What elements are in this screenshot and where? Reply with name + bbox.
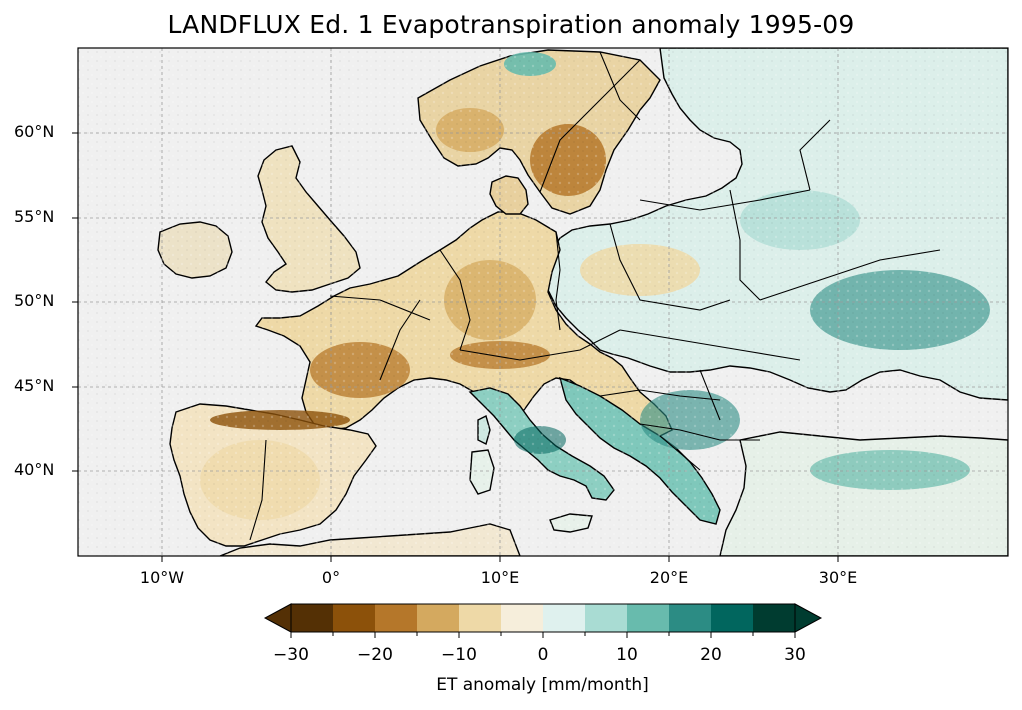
colorbar-tick-label: −30 xyxy=(273,645,309,665)
country-borders xyxy=(249,51,941,541)
colorbar-tick-label: 0 xyxy=(537,645,549,665)
lon-label-10e: 10°E xyxy=(480,568,520,587)
map-title: LANDFLUX Ed. 1 Evapotranspiration anomal… xyxy=(167,10,855,39)
colorbar-segment xyxy=(375,604,418,632)
lon-label-20e: 20°E xyxy=(649,568,689,587)
axis-ticks xyxy=(72,132,839,562)
colorbar-tick-label: 20 xyxy=(700,645,722,665)
colorbar-segment xyxy=(543,604,586,632)
colorbar-segment xyxy=(417,604,460,632)
colorbar-extend-min xyxy=(263,603,292,633)
colorbar xyxy=(263,603,823,638)
colorbar-tick-label: −20 xyxy=(357,645,393,665)
lat-label-55n: 55°N xyxy=(14,207,55,226)
lat-label-45n: 45°N xyxy=(14,376,55,395)
colorbar-segment xyxy=(585,604,628,632)
lat-label-60n: 60°N xyxy=(14,122,55,141)
gridlines xyxy=(78,48,1008,556)
colorbar-segment xyxy=(501,604,544,632)
lon-label-0: 0° xyxy=(321,568,341,587)
colorbar-segment xyxy=(291,604,334,632)
colorbar-tick-label: 30 xyxy=(784,645,806,665)
colorbar-extend-max xyxy=(794,603,823,633)
colorbar-segment xyxy=(753,604,796,632)
colorbar-segment xyxy=(711,604,754,632)
lon-label-30e: 30°E xyxy=(818,568,858,587)
colorbar-tick-label: 10 xyxy=(616,645,638,665)
colorbar-tick-label: −10 xyxy=(441,645,477,665)
lon-label-10w: 10°W xyxy=(139,568,185,587)
lat-label-40n: 40°N xyxy=(14,460,55,479)
colorbar-segment xyxy=(627,604,670,632)
colorbar-segment xyxy=(333,604,376,632)
colorbar-segment xyxy=(669,604,712,632)
lat-label-50n: 50°N xyxy=(14,291,55,310)
colorbar-segment xyxy=(459,604,502,632)
colorbar-label: ET anomaly [mm/month] xyxy=(436,675,649,695)
